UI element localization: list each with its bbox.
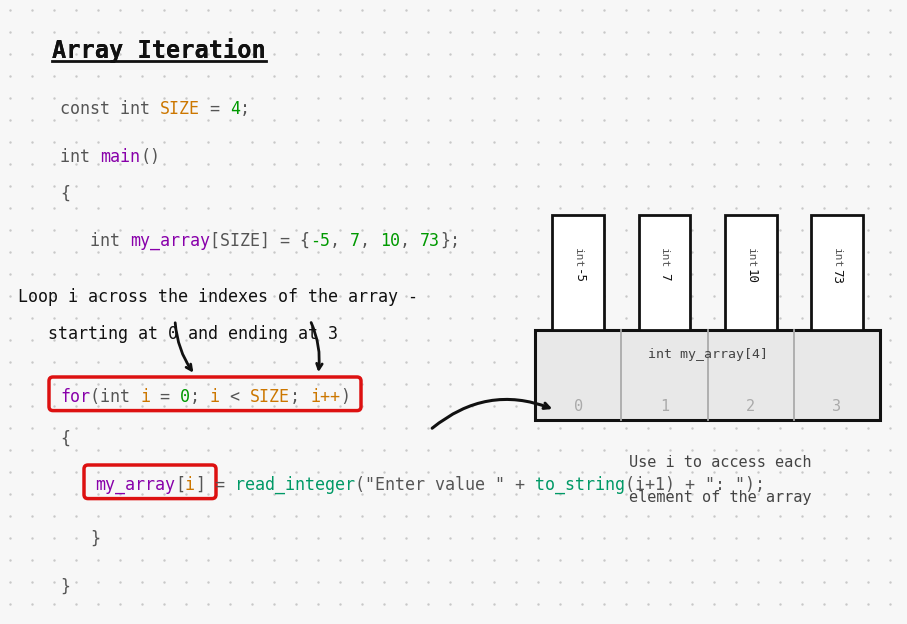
Text: [: [ xyxy=(175,476,185,494)
Text: starting at 0 and ending at 3: starting at 0 and ending at 3 xyxy=(18,325,338,343)
Text: 10: 10 xyxy=(380,232,400,250)
Text: {: { xyxy=(60,185,70,203)
Text: to_string: to_string xyxy=(535,476,625,494)
Text: ,: , xyxy=(360,232,380,250)
Text: i: i xyxy=(185,476,195,494)
Text: =: = xyxy=(150,388,180,406)
Text: Use i to access each: Use i to access each xyxy=(629,455,811,470)
Text: 2: 2 xyxy=(746,399,756,414)
Text: int: int xyxy=(60,148,100,166)
Text: my_array: my_array xyxy=(130,232,210,250)
Text: =: = xyxy=(205,476,235,494)
Text: [SIZE] = {: [SIZE] = { xyxy=(210,232,310,250)
Text: i: i xyxy=(140,388,150,406)
Text: Array Iteration: Array Iteration xyxy=(52,38,266,63)
Text: int: int xyxy=(659,248,669,268)
Text: {: { xyxy=(60,430,70,448)
Text: ;: ; xyxy=(240,100,250,118)
Bar xyxy=(811,215,863,330)
Text: SIZE: SIZE xyxy=(250,388,290,406)
Text: const int: const int xyxy=(60,100,160,118)
Text: <: < xyxy=(220,388,250,406)
Bar xyxy=(535,330,880,420)
Text: 1: 1 xyxy=(659,399,669,414)
Text: ;: ; xyxy=(190,388,210,406)
Text: ]: ] xyxy=(195,476,205,494)
Text: (int: (int xyxy=(90,388,140,406)
Text: 0: 0 xyxy=(180,388,190,406)
Text: 3: 3 xyxy=(833,399,842,414)
Text: 73: 73 xyxy=(420,232,440,250)
Text: Array Iteration: Array Iteration xyxy=(52,38,266,63)
Text: SIZE: SIZE xyxy=(160,100,200,118)
Text: int my_array[4]: int my_array[4] xyxy=(648,348,767,361)
Text: int: int xyxy=(832,248,842,268)
Text: 7: 7 xyxy=(658,273,671,280)
Text: -5: -5 xyxy=(310,232,330,250)
Text: 7: 7 xyxy=(350,232,360,250)
Bar xyxy=(725,215,776,330)
Text: }: } xyxy=(90,530,100,548)
Text: (): () xyxy=(140,148,160,166)
Text: -5: -5 xyxy=(571,269,585,284)
Text: int: int xyxy=(746,248,756,268)
Text: main: main xyxy=(100,148,140,166)
Text: ,: , xyxy=(330,232,350,250)
Text: int: int xyxy=(573,248,583,268)
Text: for: for xyxy=(60,388,90,406)
Bar xyxy=(639,215,690,330)
Text: };: }; xyxy=(440,232,460,250)
Text: i++: i++ xyxy=(310,388,340,406)
Bar xyxy=(552,215,604,330)
Text: Loop i across the indexes of the array -: Loop i across the indexes of the array - xyxy=(18,288,418,306)
Text: 0: 0 xyxy=(573,399,582,414)
Text: (i+1) + ": ");: (i+1) + ": "); xyxy=(625,476,765,494)
Text: ): ) xyxy=(340,388,350,406)
Text: i: i xyxy=(210,388,220,406)
Text: 73: 73 xyxy=(831,269,844,284)
Text: =: = xyxy=(200,100,230,118)
Text: 10: 10 xyxy=(744,269,757,284)
Text: read_integer: read_integer xyxy=(235,476,355,494)
Text: ("Enter value " +: ("Enter value " + xyxy=(355,476,535,494)
Text: }: } xyxy=(60,578,70,596)
Text: element of the array: element of the array xyxy=(629,490,811,505)
Text: ,: , xyxy=(400,232,420,250)
Text: int: int xyxy=(90,232,130,250)
Text: ;: ; xyxy=(290,388,310,406)
Text: my_array: my_array xyxy=(95,476,175,494)
Text: 4: 4 xyxy=(230,100,240,118)
